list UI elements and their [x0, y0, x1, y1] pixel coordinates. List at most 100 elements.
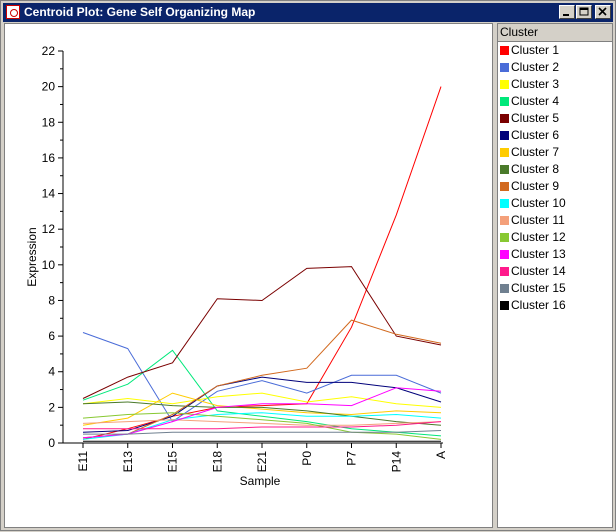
plot-panel: 0 2 4 6 8 10 12 14 16 18 20 22 E11 E13 E15 E18 E21 P0 P7 P1… [4, 23, 493, 528]
series-line [82, 392, 442, 426]
legend-item[interactable]: Cluster 9 [498, 178, 612, 195]
legend-item[interactable]: Cluster 15 [498, 280, 612, 297]
legend-label: Cluster 4 [511, 94, 560, 108]
legend-label: Cluster 8 [511, 162, 560, 176]
centroid-line-chart: 0 2 4 6 8 10 12 14 16 18 20 22 E11 E13 E15 E18 E21 P0 P7 P1… [25, 44, 448, 488]
x-tick-label: P7 [345, 451, 359, 466]
series-line [82, 349, 442, 437]
legend-swatch [500, 233, 509, 242]
app-icon [6, 5, 20, 19]
y-tick-label: 22 [42, 44, 56, 58]
y-tick-label: 2 [48, 400, 55, 414]
maximize-button[interactable] [576, 5, 592, 19]
legend-item[interactable]: Cluster 14 [498, 263, 612, 280]
window-title: Centroid Plot: Gene Self Organizing Map [24, 5, 256, 19]
legend-item[interactable]: Cluster 7 [498, 144, 612, 161]
legend-panel: Cluster Cluster 1 Cluster 2 Cluster 3 Clust… [497, 23, 613, 528]
y-tick-label: 10 [42, 258, 56, 272]
legend-item[interactable]: Cluster 2 [498, 59, 612, 76]
x-tick-label: E21 [255, 451, 269, 473]
legend-item[interactable]: Cluster 4 [498, 93, 612, 110]
series-line [82, 266, 442, 399]
y-axis-label: Expression [25, 227, 39, 286]
legend-swatch [500, 148, 509, 157]
legend-label: Cluster 5 [511, 111, 560, 125]
legend-item[interactable]: Cluster 16 [498, 297, 612, 314]
legend-label: Cluster 1 [511, 43, 560, 57]
legend-label: Cluster 9 [511, 179, 560, 193]
series-line [82, 419, 442, 426]
legend-swatch [500, 199, 509, 208]
legend-list: Cluster 1 Cluster 2 Cluster 3 Cluster 4 Clus… [498, 42, 612, 314]
series-line [82, 412, 442, 440]
legend-label: Cluster 6 [511, 128, 560, 142]
legend-label: Cluster 7 [511, 145, 560, 159]
y-tick-label: 6 [48, 329, 55, 343]
y-tick-label: 20 [42, 80, 56, 94]
y-tick-label: 8 [48, 293, 55, 307]
legend-item[interactable]: Cluster 6 [498, 127, 612, 144]
legend-label: Cluster 16 [511, 298, 566, 312]
series-line [82, 392, 442, 408]
legend-swatch [500, 63, 509, 72]
legend-swatch [500, 182, 509, 191]
x-tick-label: P14 [389, 451, 403, 473]
x-tick-label: P0 [300, 451, 314, 466]
legend-label: Cluster 2 [511, 60, 560, 74]
close-button[interactable] [595, 5, 611, 19]
legend-label: Cluster 3 [511, 77, 560, 91]
x-tick-label: E13 [121, 451, 135, 473]
legend-label: Cluster 15 [511, 281, 566, 295]
series-line [82, 86, 442, 440]
legend-label: Cluster 10 [511, 196, 566, 210]
legend-item[interactable]: Cluster 13 [498, 246, 612, 263]
title-bar[interactable]: Centroid Plot: Gene Self Organizing Map [3, 3, 613, 22]
y-tick-label: 14 [42, 187, 56, 201]
legend-item[interactable]: Cluster 3 [498, 76, 612, 93]
x-tick-label: E18 [210, 451, 224, 473]
close-icon [598, 7, 607, 16]
y-tick-label: 12 [42, 222, 56, 236]
y-tick-label: 16 [42, 151, 56, 165]
series-line [82, 319, 442, 439]
legend-swatch [500, 267, 509, 276]
y-tick-label: 4 [48, 365, 55, 379]
legend-swatch [500, 165, 509, 174]
legend-swatch [500, 46, 509, 55]
y-tick-label: 18 [42, 115, 56, 129]
panel-splitter[interactable] [493, 23, 497, 528]
y-tick-label: 0 [48, 436, 55, 450]
x-tick-label: E15 [166, 451, 180, 473]
legend-swatch [500, 80, 509, 89]
maximize-icon [579, 7, 589, 16]
legend-label: Cluster 14 [511, 264, 566, 278]
series-line [83, 430, 442, 435]
series-line [82, 376, 442, 433]
series-line [82, 387, 442, 439]
legend-swatch [500, 250, 509, 259]
legend-swatch [500, 301, 509, 310]
legend-label: Cluster 11 [511, 213, 565, 227]
legend-item[interactable]: Cluster 12 [498, 229, 612, 246]
legend-swatch [500, 114, 509, 123]
legend-label: Cluster 13 [511, 247, 566, 261]
x-tick-label: E11 [76, 451, 90, 472]
legend-swatch [500, 131, 509, 140]
legend-item[interactable]: Cluster 10 [498, 195, 612, 212]
x-tick-label: A [434, 451, 448, 459]
legend-swatch [500, 97, 509, 106]
legend-swatch [500, 216, 509, 225]
minimize-button[interactable] [559, 5, 575, 19]
legend-item[interactable]: Cluster 1 [498, 42, 612, 59]
legend-item[interactable]: Cluster 11 [498, 212, 612, 229]
x-axis-label: Sample [240, 474, 281, 488]
legend-item[interactable]: Cluster 8 [498, 161, 612, 178]
series-line [82, 401, 442, 426]
legend-label: Cluster 12 [511, 230, 566, 244]
legend-item[interactable]: Cluster 5 [498, 110, 612, 127]
minimize-icon [563, 14, 569, 16]
legend-header: Cluster [498, 24, 612, 42]
series-line [83, 421, 442, 430]
legend-swatch [500, 284, 509, 293]
